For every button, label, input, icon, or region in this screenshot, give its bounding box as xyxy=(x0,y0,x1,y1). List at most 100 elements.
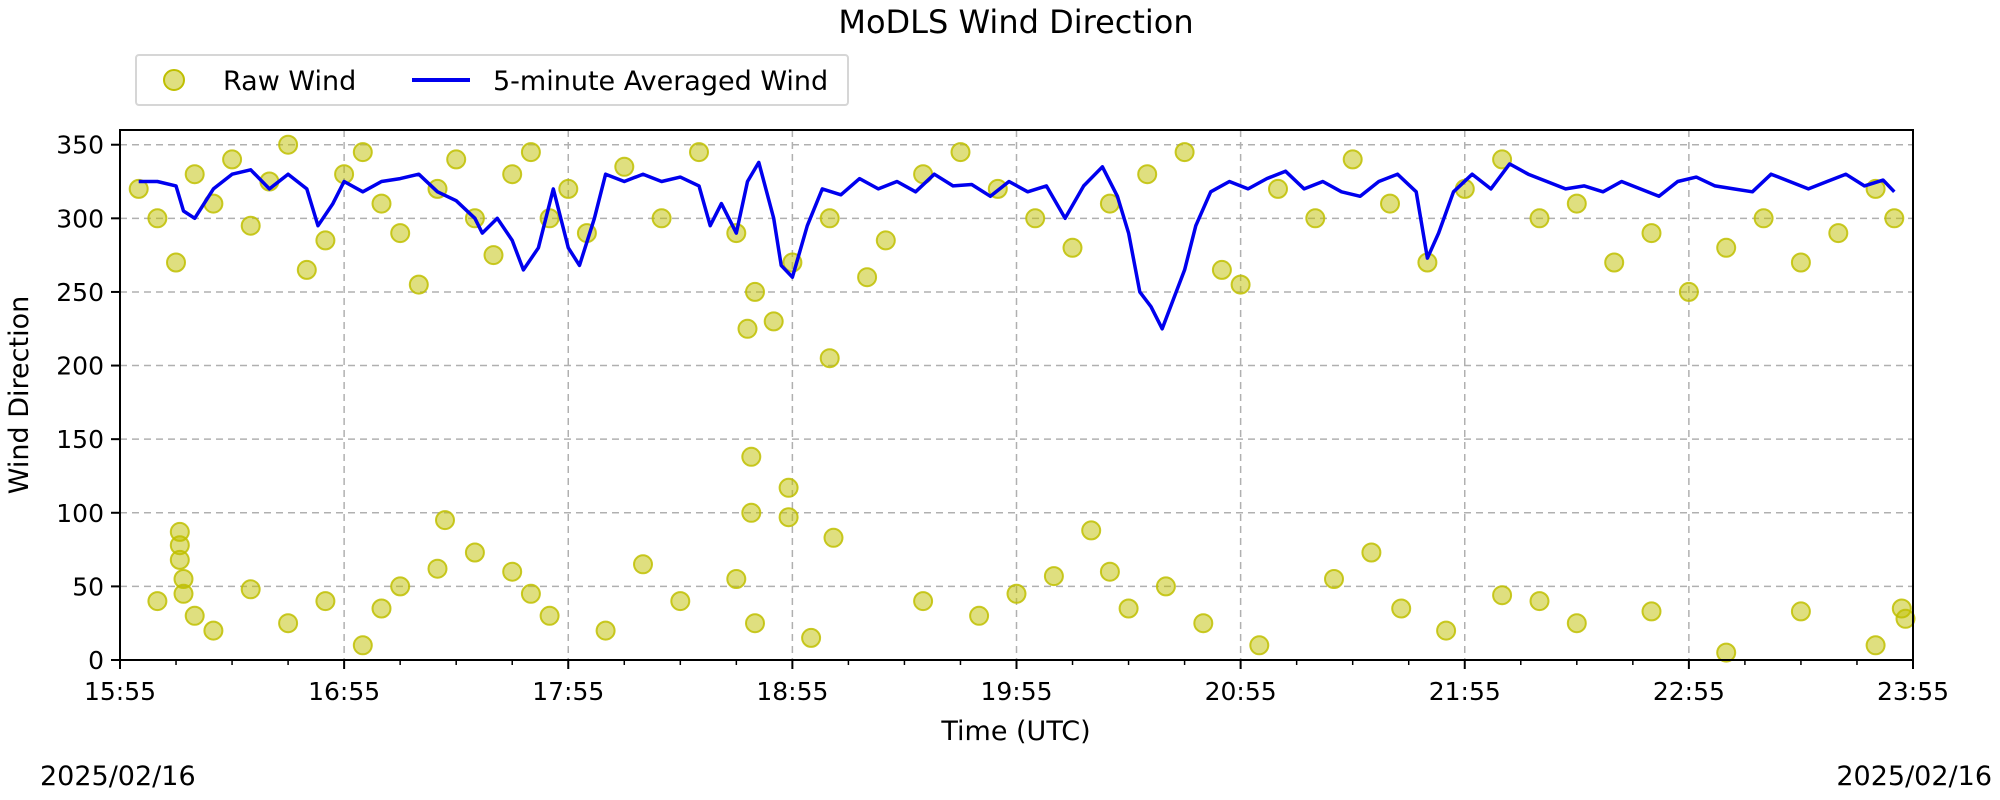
x-axis-ticks: 15:55 16:55 17:55 18:55 19:55 20:55 21:55 22:55… xyxy=(84,660,1949,706)
legend-box xyxy=(135,54,849,106)
raw-wind-point xyxy=(741,502,762,523)
raw-wind-point xyxy=(502,561,523,582)
raw-wind-point xyxy=(352,142,373,163)
raw-wind-point xyxy=(1230,274,1251,295)
raw-wind-point xyxy=(651,208,672,229)
raw-wind-point xyxy=(778,477,799,498)
raw-wind-point xyxy=(778,507,799,528)
y-tick-label: 200 xyxy=(56,352,104,381)
raw-wind-point xyxy=(1865,635,1886,656)
raw-wind-point xyxy=(240,579,261,600)
raw-wind-point xyxy=(1380,193,1400,214)
raw-wind-point xyxy=(950,142,971,163)
raw-wind-point xyxy=(222,149,243,170)
raw-wind-point xyxy=(1641,223,1662,244)
raw-wind-point xyxy=(1529,208,1550,229)
y-tick-label: 350 xyxy=(56,131,104,160)
raw-wind-point xyxy=(1753,208,1774,229)
raw-wind-point xyxy=(203,620,224,641)
raw-wind-point xyxy=(278,613,299,634)
raw-wind-point xyxy=(173,583,194,604)
raw-wind-point xyxy=(371,598,392,619)
y-tick-label: 50 xyxy=(72,572,104,601)
raw-wind-point xyxy=(184,164,205,185)
raw-wind-point xyxy=(520,142,541,163)
raw-wind-point xyxy=(1716,642,1737,663)
raw-wind-point xyxy=(315,230,336,251)
raw-wind-point xyxy=(1211,259,1232,280)
raw-wind-point xyxy=(741,446,762,467)
raw-wind-point xyxy=(1361,542,1382,563)
y-tick-label: 250 xyxy=(56,278,104,307)
raw-wind-point xyxy=(408,274,429,295)
raw-wind-point xyxy=(1492,149,1513,170)
raw-wind-point xyxy=(1828,223,1849,244)
x-tick-label: 20:55 xyxy=(1205,677,1277,706)
raw-wind-point xyxy=(1305,208,1326,229)
raw-wind-point xyxy=(296,259,317,280)
raw-wind-point xyxy=(823,527,844,548)
y-tick-label: 150 xyxy=(56,425,104,454)
raw-wind-point xyxy=(166,252,186,273)
y-tick-label: 100 xyxy=(56,499,104,528)
date-end-label: 2025/02/16 xyxy=(1836,761,1992,792)
raw-wind-point xyxy=(1391,598,1412,619)
raw-wind-point xyxy=(1118,598,1139,619)
legend: Raw Wind 5-minute Averaged Wind xyxy=(135,54,849,106)
x-tick-label: 23:55 xyxy=(1877,677,1949,706)
raw-wind-points xyxy=(128,134,1916,663)
grid xyxy=(120,130,1913,660)
raw-wind-point xyxy=(763,311,784,332)
raw-wind-point xyxy=(689,142,709,163)
raw-wind-point xyxy=(446,149,467,170)
raw-wind-point xyxy=(1324,569,1344,589)
raw-wind-point xyxy=(745,281,765,302)
raw-wind-point xyxy=(1716,237,1737,258)
raw-wind-point xyxy=(371,193,392,214)
raw-wind-point xyxy=(801,627,822,648)
legend-avg-label: 5-minute Averaged Wind xyxy=(493,66,828,97)
chart-title: MoDLS Wind Direction xyxy=(838,3,1193,41)
date-start-label: 2025/02/16 xyxy=(40,761,196,792)
raw-wind-point xyxy=(670,591,691,612)
raw-wind-point xyxy=(875,230,896,251)
raw-wind-point xyxy=(1566,613,1587,634)
raw-wind-point xyxy=(390,576,411,597)
raw-wind-point xyxy=(1174,142,1195,163)
raw-wind-point xyxy=(1492,585,1513,606)
raw-wind-point xyxy=(352,635,373,656)
x-tick-label: 17:55 xyxy=(532,677,604,706)
raw-wind-point xyxy=(1884,208,1905,229)
raw-wind-point xyxy=(726,569,747,589)
raw-wind-point xyxy=(1006,583,1027,604)
raw-wind-point xyxy=(737,318,758,339)
raw-wind-point xyxy=(1436,620,1457,641)
raw-wind-point xyxy=(184,605,205,626)
x-tick-label: 15:55 xyxy=(84,677,156,706)
raw-wind-point xyxy=(278,134,299,155)
raw-wind-point xyxy=(1099,561,1120,582)
x-tick-label: 19:55 xyxy=(980,677,1052,706)
x-tick-label: 22:55 xyxy=(1653,677,1725,706)
raw-wind-point xyxy=(1249,635,1270,656)
raw-wind-point xyxy=(1604,252,1625,273)
legend-raw-marker xyxy=(163,69,185,91)
averaged-wind-line xyxy=(138,160,1896,331)
y-tick-label: 0 xyxy=(88,646,104,675)
raw-wind-point xyxy=(1155,576,1176,597)
raw-wind-point xyxy=(390,223,411,244)
x-tick-label: 16:55 xyxy=(308,677,380,706)
raw-wind-point xyxy=(745,613,765,634)
raw-wind-point xyxy=(147,208,168,229)
raw-wind-point xyxy=(819,208,840,229)
raw-wind-point xyxy=(539,605,560,626)
raw-wind-point xyxy=(1641,601,1662,622)
raw-wind-point xyxy=(1342,149,1363,170)
raw-wind-point xyxy=(1062,237,1083,258)
raw-wind-point xyxy=(435,510,455,531)
x-axis-title: Time (UTC) xyxy=(940,716,1090,747)
raw-wind-point xyxy=(1529,591,1550,612)
raw-wind-point xyxy=(502,164,523,185)
raw-wind-point xyxy=(1678,281,1699,302)
legend-raw-label: Raw Wind xyxy=(223,66,356,97)
